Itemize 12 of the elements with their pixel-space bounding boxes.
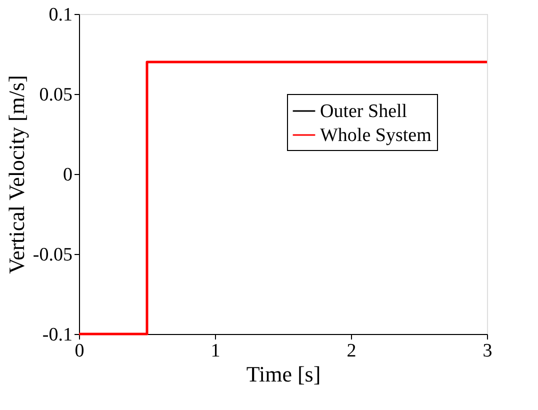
- x-axis-title: Time [s]: [246, 362, 321, 386]
- y-tick-label: 0: [63, 164, 72, 186]
- y-tick-label: -0.05: [32, 244, 72, 266]
- x-tick-label: 1: [210, 340, 220, 362]
- y-tick-label: -0.1: [42, 324, 72, 346]
- y-tick-label: 0.1: [48, 4, 72, 26]
- x-tick-label: 2: [346, 340, 356, 362]
- legend-label: Whole System: [320, 125, 432, 146]
- y-axis-title: Vertical Velocity [m/s]: [4, 75, 29, 274]
- x-tick-label: 3: [482, 340, 492, 362]
- legend-label: Outer Shell: [320, 101, 408, 122]
- y-tick-label: 0.05: [39, 84, 72, 106]
